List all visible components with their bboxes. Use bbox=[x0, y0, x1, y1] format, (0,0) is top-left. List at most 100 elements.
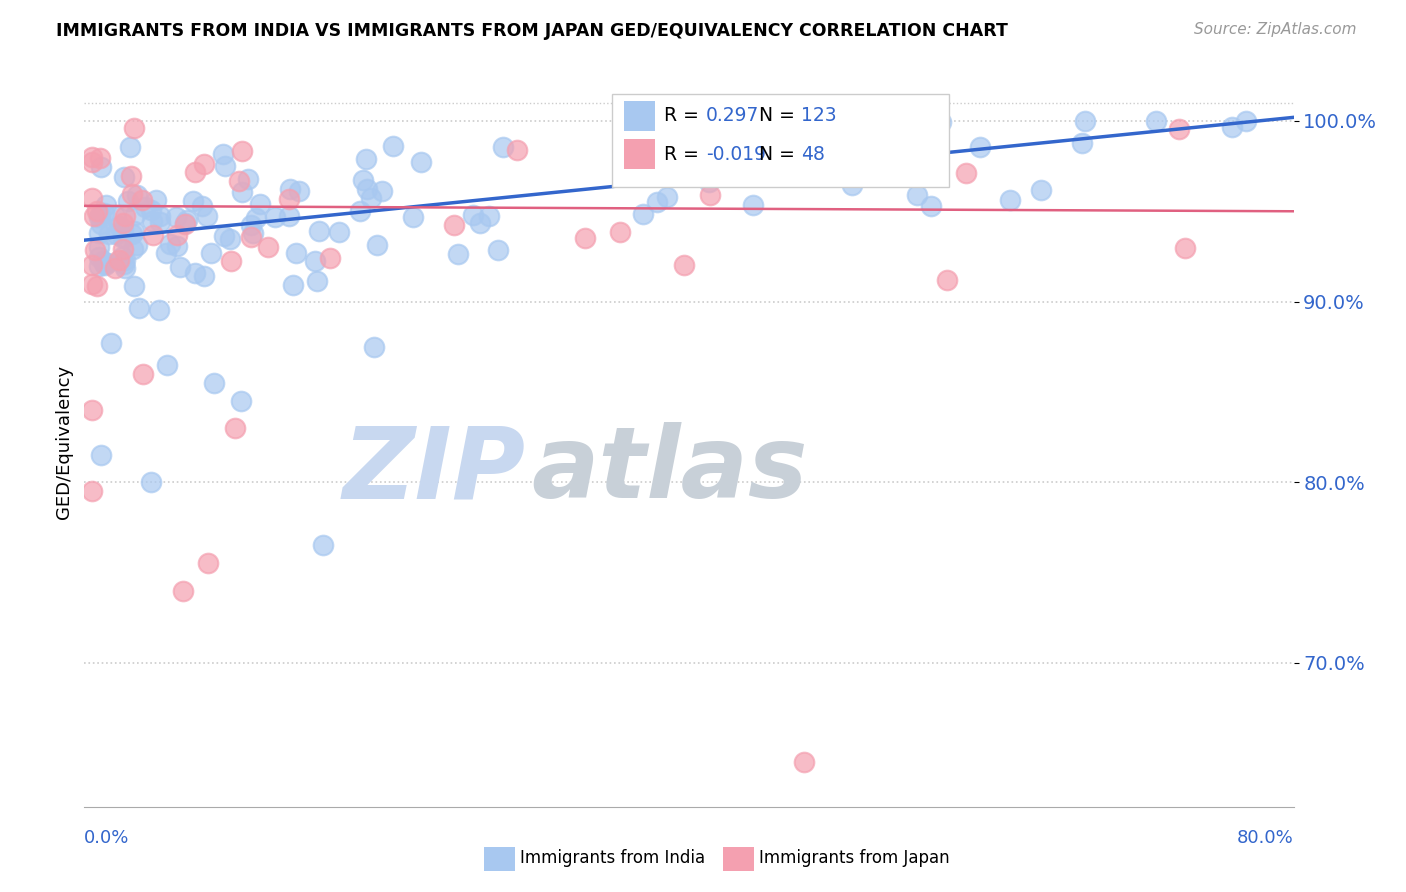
Point bbox=[108, 253, 131, 268]
Point bbox=[360, 191, 382, 205]
Point bbox=[121, 187, 143, 202]
Point bbox=[307, 274, 329, 288]
Text: 0.0%: 0.0% bbox=[84, 829, 129, 847]
Point bbox=[89, 240, 111, 254]
Point bbox=[193, 268, 215, 283]
Point bbox=[141, 214, 163, 228]
Point bbox=[228, 173, 250, 187]
Point bbox=[156, 358, 179, 372]
Point bbox=[1220, 120, 1243, 135]
Point bbox=[673, 259, 696, 273]
Point bbox=[657, 189, 679, 203]
Point bbox=[114, 209, 136, 223]
Y-axis label: GED/Equivalency: GED/Equivalency bbox=[55, 365, 73, 518]
Point bbox=[363, 340, 385, 354]
Point bbox=[783, 158, 806, 172]
Point bbox=[697, 175, 720, 189]
Point bbox=[212, 146, 235, 161]
Point bbox=[176, 213, 198, 227]
Point bbox=[287, 184, 309, 198]
Point bbox=[827, 169, 849, 184]
Point bbox=[219, 253, 242, 268]
Point bbox=[91, 253, 114, 268]
Point bbox=[112, 230, 135, 244]
Point bbox=[319, 251, 342, 265]
Point bbox=[905, 188, 928, 202]
Point bbox=[111, 222, 134, 236]
Point bbox=[506, 143, 529, 157]
Point bbox=[257, 240, 280, 254]
Point bbox=[1168, 122, 1191, 136]
Point bbox=[264, 210, 287, 224]
Point bbox=[89, 211, 111, 225]
Point bbox=[124, 224, 146, 238]
Point bbox=[166, 239, 188, 253]
Point bbox=[353, 173, 375, 187]
Point bbox=[281, 278, 304, 293]
Text: 48: 48 bbox=[801, 145, 825, 164]
Point bbox=[1234, 114, 1257, 128]
Text: R =: R = bbox=[664, 106, 704, 126]
Point bbox=[83, 209, 105, 223]
Point bbox=[122, 242, 145, 256]
Point bbox=[142, 227, 165, 242]
Point bbox=[80, 191, 103, 205]
Point bbox=[112, 229, 135, 244]
Point bbox=[195, 209, 218, 223]
Point bbox=[118, 140, 141, 154]
Point bbox=[114, 252, 136, 267]
Point bbox=[112, 242, 135, 256]
Point bbox=[699, 188, 721, 202]
Point bbox=[381, 139, 404, 153]
Point bbox=[969, 140, 991, 154]
Point bbox=[86, 203, 108, 218]
Text: atlas: atlas bbox=[531, 422, 808, 519]
Point bbox=[122, 278, 145, 293]
Point bbox=[114, 260, 136, 275]
Point bbox=[159, 237, 181, 252]
Point bbox=[218, 232, 240, 246]
Point bbox=[645, 195, 668, 210]
Point bbox=[111, 217, 134, 231]
Point bbox=[121, 227, 143, 241]
Point bbox=[89, 259, 111, 273]
Point bbox=[308, 224, 330, 238]
Point bbox=[149, 215, 172, 229]
Point bbox=[125, 238, 148, 252]
Point bbox=[112, 256, 135, 270]
Point bbox=[491, 140, 513, 154]
Point bbox=[86, 279, 108, 293]
Point bbox=[1070, 136, 1092, 150]
Point bbox=[239, 230, 262, 244]
Point bbox=[920, 199, 942, 213]
Point bbox=[80, 155, 103, 169]
Point bbox=[461, 208, 484, 222]
Point bbox=[184, 266, 207, 280]
Point bbox=[90, 448, 112, 462]
Point bbox=[197, 557, 219, 571]
Point bbox=[238, 172, 260, 186]
Point bbox=[80, 484, 103, 499]
Point bbox=[155, 245, 177, 260]
Point bbox=[443, 218, 465, 232]
Point bbox=[922, 117, 945, 131]
Point bbox=[574, 231, 596, 245]
Point bbox=[89, 227, 111, 241]
Point bbox=[93, 256, 115, 270]
Point bbox=[97, 227, 120, 241]
Point bbox=[96, 256, 118, 270]
Point bbox=[356, 182, 378, 196]
Point bbox=[127, 187, 149, 202]
Point bbox=[93, 206, 115, 220]
Point bbox=[80, 403, 103, 417]
Point bbox=[80, 258, 103, 272]
Point bbox=[104, 260, 127, 275]
Text: 0.297: 0.297 bbox=[706, 106, 759, 126]
Text: 80.0%: 80.0% bbox=[1237, 829, 1294, 847]
Point bbox=[94, 198, 117, 212]
Text: R =: R = bbox=[664, 145, 704, 164]
Point bbox=[841, 178, 863, 192]
Point bbox=[181, 194, 204, 208]
Point bbox=[631, 207, 654, 221]
Point bbox=[174, 217, 197, 231]
